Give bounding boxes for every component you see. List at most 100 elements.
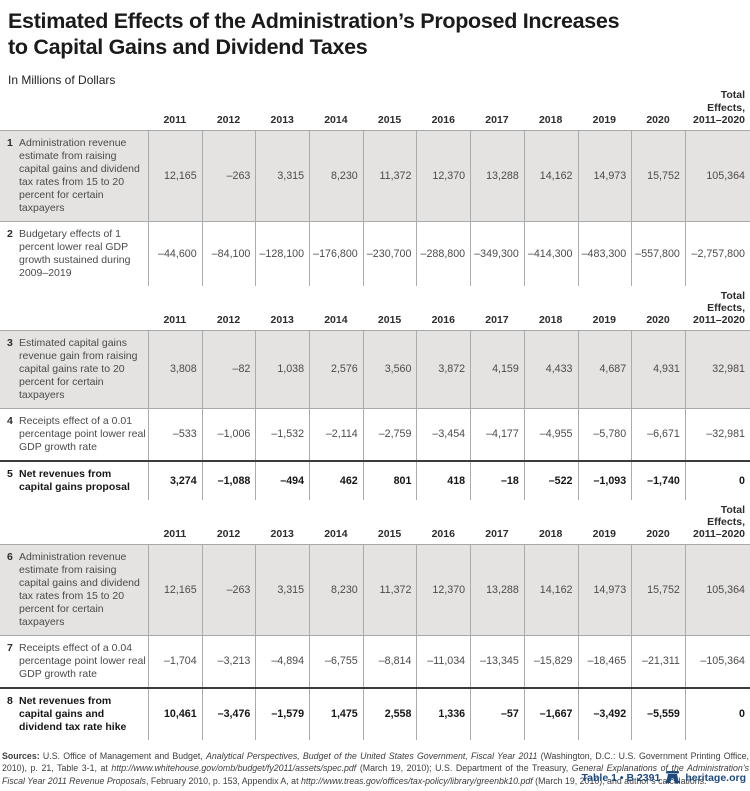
value-cell: 1,336	[416, 688, 470, 740]
table-section-3: 2011 2012 2013 2014 2015 2016 2017 2018 2019 2020…	[0, 502, 750, 740]
value-cell: 10,461	[148, 688, 202, 740]
year-column-header: 2020	[646, 113, 670, 126]
source-text: (Washington, D.C.: U.S. Government Print…	[2, 750, 749, 774]
value-cell: –5,559	[631, 688, 685, 740]
value-cell: 11,372	[362, 130, 417, 221]
year-column-header: 2017	[485, 527, 509, 540]
row-label-cell: 6 Administration revenue estimate from ra…	[0, 545, 148, 635]
year-column-header: 2017	[485, 313, 509, 326]
source-text: (March 19, 2010); U.S. Department of the…	[356, 763, 572, 774]
year-column-header: 2011	[163, 313, 187, 326]
value-cell: 15,752	[631, 544, 685, 635]
row-label: Administration revenue estimate from rai…	[19, 136, 140, 214]
value-cell: 12,165	[148, 130, 202, 221]
value-cell: 4,931	[631, 330, 685, 408]
value-cell: –6,671	[631, 408, 685, 460]
value-cell: –349,300	[470, 221, 524, 286]
row-number: 7	[7, 641, 13, 654]
row-label: Budgetary effects of 1 percent lower rea…	[19, 227, 131, 279]
value-cell: –84,100	[201, 221, 256, 286]
total-effects-header-line: 2011–2020	[693, 528, 745, 541]
value-cell: –557,800	[631, 221, 685, 286]
value-cell: 32,981	[684, 330, 750, 408]
year-column-header: 2012	[216, 313, 241, 326]
value-cell: 14,162	[523, 544, 578, 635]
source-citation-italic: http://www.whitehouse.gov/omb/budget/fy2…	[111, 763, 357, 774]
value-cell: 14,973	[577, 544, 632, 635]
year-column-header: 2015	[377, 527, 402, 540]
value-cell: 801	[362, 461, 417, 500]
value-cell: –4,894	[255, 635, 309, 687]
value-cell: 1,475	[309, 688, 363, 740]
units-subtitle: In Millions of Dollars	[8, 73, 116, 88]
row-number: 4	[7, 414, 13, 427]
value-cell: –8,814	[362, 635, 417, 687]
table-row: 4 Receipts effect of a 0.01 percentage po…	[0, 407, 750, 460]
heritage-bell-icon	[665, 771, 680, 783]
value-cell: –1,704	[148, 635, 202, 687]
source-text: U.S. Office of Management and Budget,	[42, 750, 206, 761]
value-cell: 462	[309, 461, 363, 500]
value-cell: –3,492	[577, 688, 632, 740]
value-cell: 8,230	[309, 544, 363, 635]
value-cell: –4,177	[470, 408, 524, 460]
row-number: 5	[7, 467, 13, 480]
total-effects-header-line: Effects,	[707, 101, 745, 114]
value-cell: –288,800	[416, 221, 470, 286]
value-cell: –21,311	[631, 635, 685, 687]
value-cell: –522	[523, 461, 578, 500]
row-label: Net revenues from capital gains proposal	[19, 467, 130, 493]
total-effects-header: Total Effects, 2011–2020	[685, 290, 750, 327]
title-line-2: to Capital Gains and Dividend Taxes	[8, 35, 368, 60]
year-column-header: 2013	[270, 113, 294, 126]
row-label-cell: 2 Budgetary effects of 1 percent lower re…	[0, 222, 148, 286]
website-label: heritage.org	[685, 771, 746, 784]
row-label: Net revenues from capital gains and divi…	[19, 694, 127, 733]
total-effects-header: Total Effects, 2011–2020	[685, 89, 750, 126]
value-cell: –263	[201, 130, 256, 221]
value-cell: 2,558	[362, 688, 417, 740]
year-column-header: 2012	[216, 527, 241, 540]
value-cell: –5,780	[577, 408, 632, 460]
row-label: Administration revenue estimate from rai…	[19, 550, 140, 628]
value-cell: 105,364	[684, 544, 750, 635]
table-row: 8 Net revenues from capital gains and div…	[0, 686, 750, 740]
total-effects-header-line: 2011–2020	[693, 314, 745, 327]
value-cell: 3,315	[255, 544, 309, 635]
value-cell: –414,300	[523, 221, 578, 286]
source-citation-italic: http://www.treas.gov/offices/tax-policy/…	[300, 776, 533, 787]
row-label: Receipts effect of a 0.01 percentage poi…	[19, 414, 146, 453]
year-column-header: 2020	[646, 313, 670, 326]
value-cell: 4,159	[470, 330, 524, 408]
value-cell: –18,465	[577, 635, 632, 687]
year-column-header: 2019	[592, 313, 617, 326]
value-cell: –230,700	[362, 221, 417, 286]
table-row: 1 Administration revenue estimate from ra…	[0, 129, 750, 221]
table-row: 5 Net revenues from capital gains proposa…	[0, 459, 750, 500]
value-cell: 13,288	[470, 544, 524, 635]
table-row: 3 Estimated capital gains revenue gain fr…	[0, 329, 750, 408]
row-label-cell: 4 Receipts effect of a 0.01 percentage po…	[0, 409, 148, 460]
value-cell: –82	[201, 330, 256, 408]
year-column-header: 2013	[270, 313, 294, 326]
year-column-header: 2020	[646, 527, 670, 540]
value-cell: 3,560	[362, 330, 417, 408]
year-column-header: 2019	[592, 527, 617, 540]
value-cell: –57	[470, 688, 524, 740]
value-cell: 2,576	[309, 330, 363, 408]
source-text: Sources:	[2, 750, 43, 761]
value-cell: –1,579	[255, 688, 309, 740]
value-cell: –6,755	[309, 635, 363, 687]
row-label-cell: 1 Administration revenue estimate from ra…	[0, 131, 148, 221]
value-cell: –2,114	[309, 408, 363, 460]
footer: Table 1 • B 2391 heritage.org	[582, 771, 746, 784]
value-cell: –1,667	[523, 688, 578, 740]
year-column-header: 2014	[324, 313, 348, 326]
table-section-2: 2011 2012 2013 2014 2015 2016 2017 2018 2019 2020…	[0, 288, 750, 500]
value-cell: –32,981	[684, 408, 750, 460]
value-cell: 4,687	[577, 330, 632, 408]
row-label: Estimated capital gains revenue gain fro…	[19, 336, 138, 401]
value-cell: 14,973	[577, 130, 632, 221]
year-column-header: 2017	[485, 113, 509, 126]
